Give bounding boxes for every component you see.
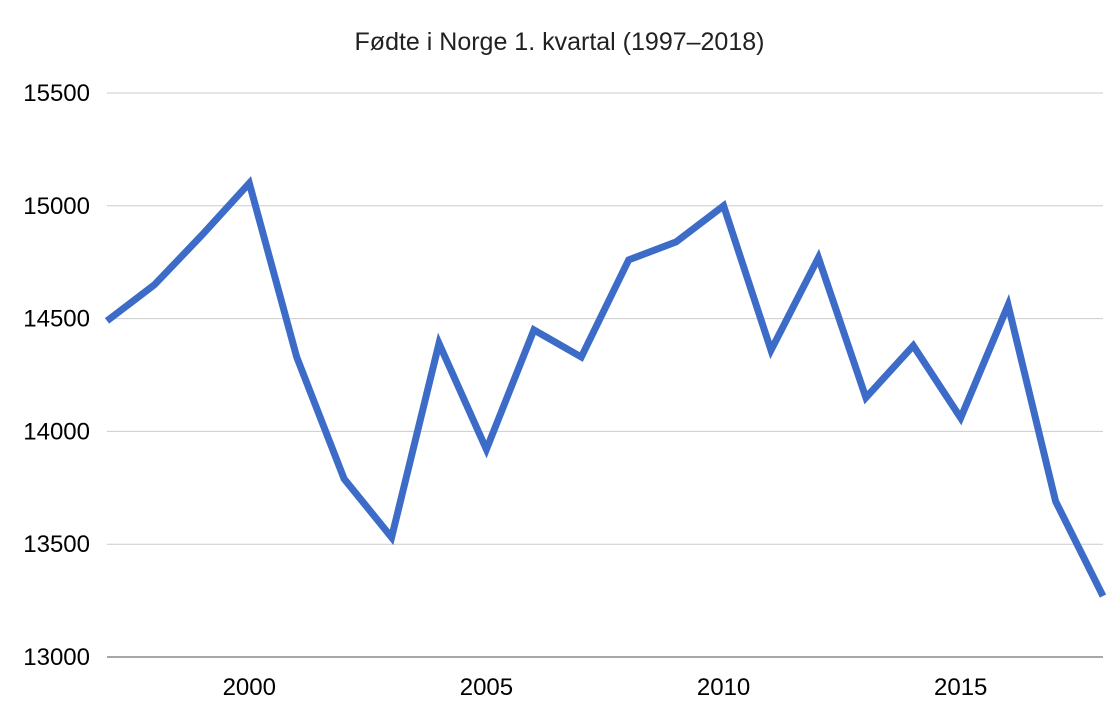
- y-tick-label: 15500: [23, 80, 90, 107]
- x-tick-label: 2005: [460, 674, 513, 701]
- x-tick-label: 2010: [697, 674, 750, 701]
- y-tick-label: 13500: [23, 531, 90, 558]
- y-tick-label: 13000: [23, 644, 90, 671]
- y-tick-label: 15000: [23, 193, 90, 220]
- x-tick-label: 2015: [934, 674, 987, 701]
- y-tick-label: 14000: [23, 418, 90, 445]
- x-tick-label: 2000: [223, 674, 276, 701]
- y-tick-label: 14500: [23, 306, 90, 333]
- chart-title: Fødte i Norge 1. kvartal (1997–2018): [354, 28, 765, 56]
- data-series-line: [104, 176, 1107, 598]
